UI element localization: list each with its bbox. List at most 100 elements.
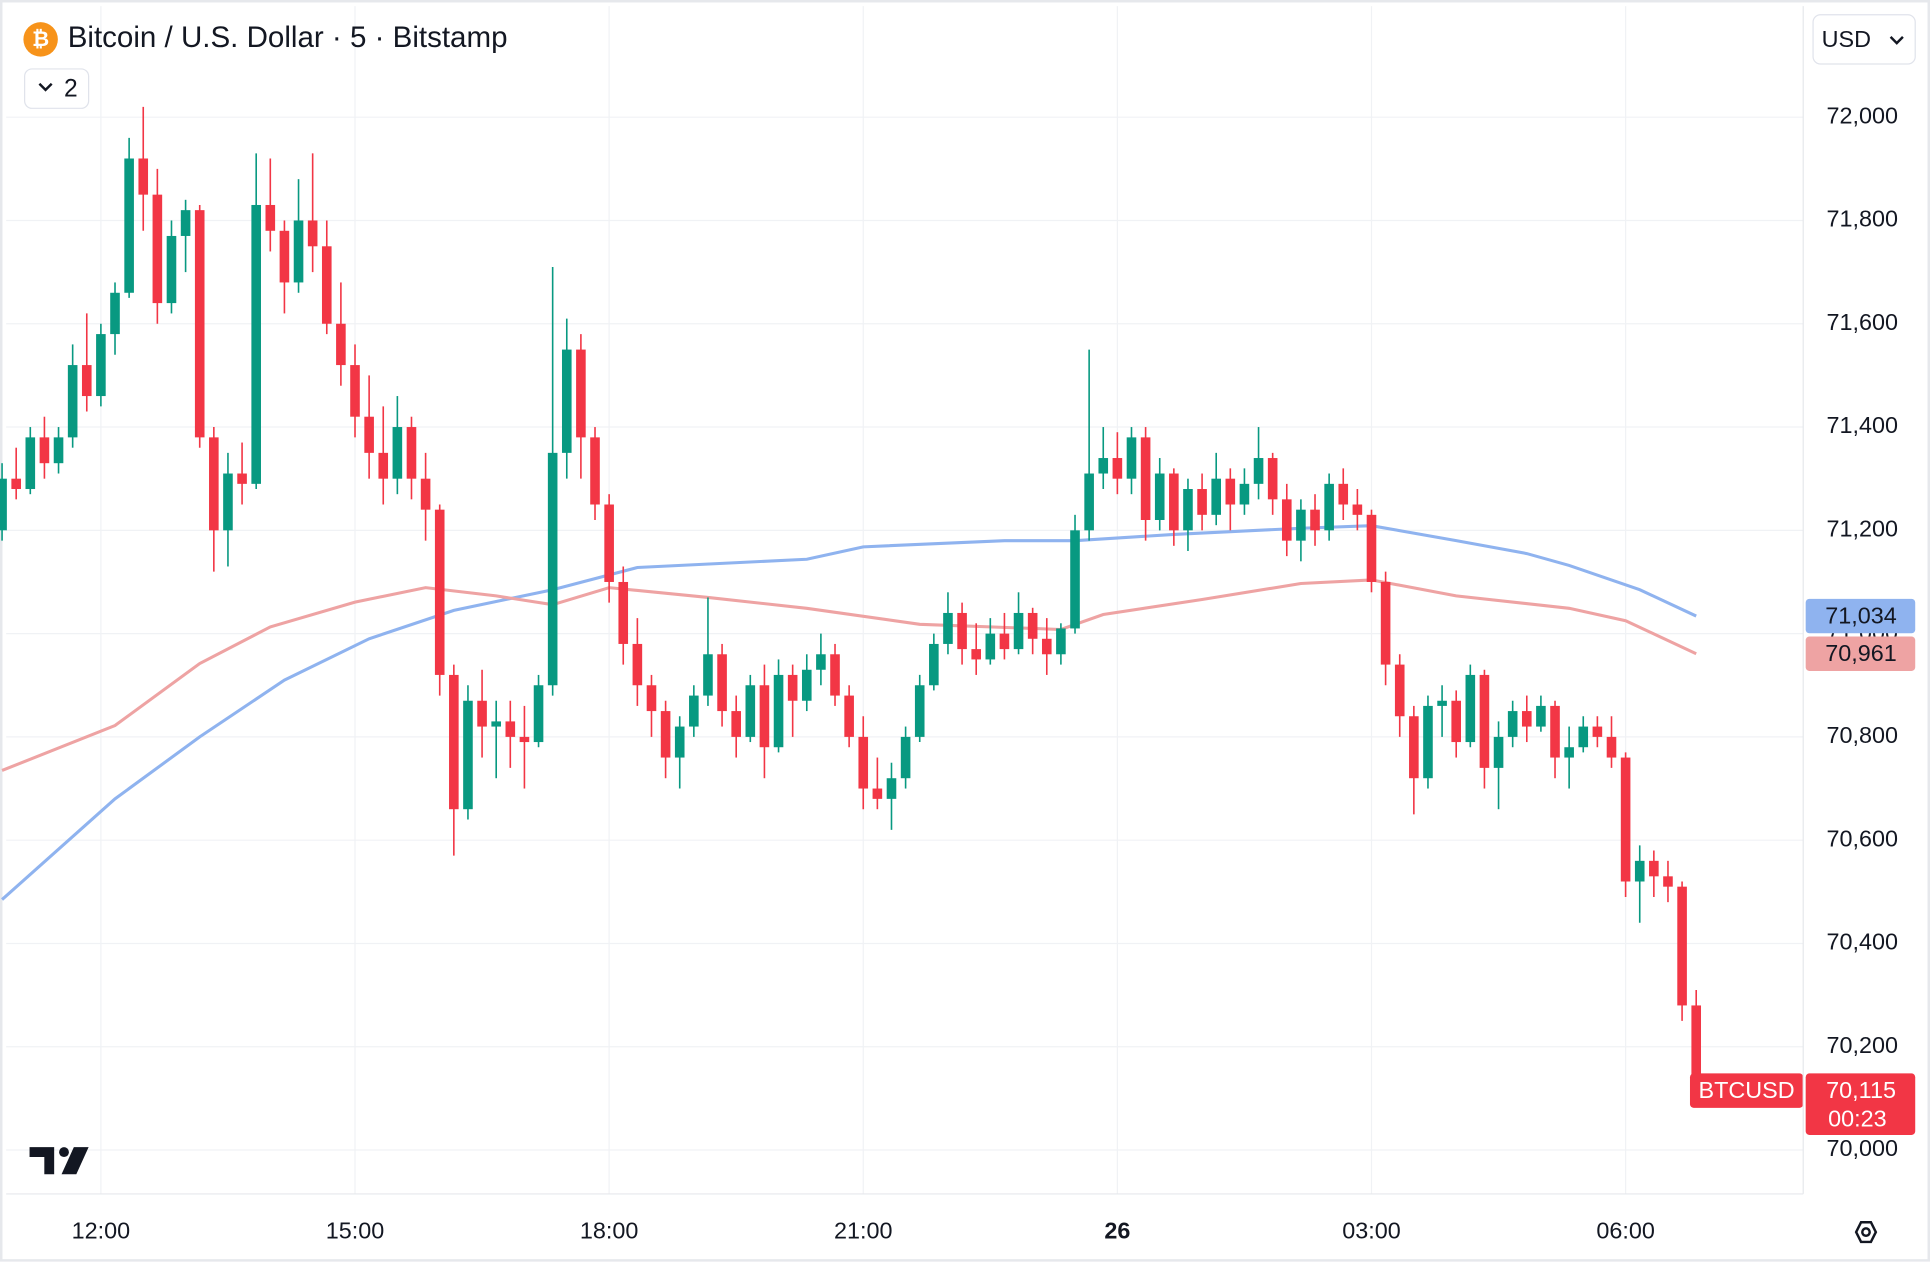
y-tick-label: 71,200	[1827, 515, 1899, 541]
candle-body	[561, 349, 572, 453]
price-label: 71,034	[1825, 602, 1897, 628]
candle-body	[717, 654, 727, 712]
candle-body	[1366, 514, 1377, 582]
x-tick-label: 06:00	[1596, 1217, 1655, 1243]
candle-body	[971, 649, 981, 660]
candle-body	[703, 654, 713, 696]
candle-body	[745, 685, 756, 737]
candle-body	[1663, 876, 1673, 887]
candle-body	[1352, 504, 1363, 515]
candle-body	[999, 633, 1010, 650]
candle-body	[547, 452, 558, 686]
candle-body	[914, 685, 925, 737]
candle-body	[237, 473, 247, 484]
candle-body	[1338, 483, 1349, 505]
candle-body	[674, 726, 685, 758]
candle-body	[209, 437, 219, 531]
y-tick-label: 70,800	[1827, 722, 1899, 748]
candle-body	[1197, 489, 1207, 515]
y-tick-label: 70,600	[1827, 825, 1899, 851]
chevron	[38, 82, 53, 92]
candle-body	[1578, 726, 1589, 748]
candle-body	[1154, 473, 1165, 520]
candle-body	[872, 788, 883, 799]
last-price-box	[1805, 1073, 1916, 1135]
candle-body	[463, 700, 473, 810]
candle-body	[957, 612, 967, 650]
y-tick-label: 70,000	[1827, 1135, 1899, 1161]
candle-body	[180, 210, 191, 236]
currency-label: USD	[1822, 26, 1871, 52]
candle-body	[618, 581, 629, 644]
candle-body	[1098, 458, 1109, 474]
candle-body	[1112, 458, 1123, 479]
candle-body	[39, 437, 50, 464]
candle-body	[96, 334, 106, 397]
candle-body	[1070, 530, 1080, 629]
candle-body	[392, 427, 403, 479]
candle-body	[519, 736, 530, 743]
candle-body	[1606, 736, 1617, 758]
candle-body	[364, 416, 374, 453]
indicators-toggle[interactable]	[24, 68, 90, 109]
candle-body	[1564, 747, 1574, 758]
candle-body	[152, 194, 163, 304]
last-price-label: 70,115	[1826, 1077, 1896, 1103]
indicator-count: 2	[64, 75, 78, 102]
candle-body	[731, 711, 741, 737]
candle-body	[689, 695, 699, 727]
candle-body	[1536, 705, 1546, 727]
candle-body	[1437, 700, 1447, 706]
candle-body	[1169, 473, 1179, 531]
candle-body	[110, 292, 120, 335]
candle-body	[378, 452, 389, 479]
price-label-box	[1805, 636, 1916, 671]
settings-button[interactable]	[1854, 1221, 1878, 1244]
candle-body	[773, 674, 784, 748]
candle-body	[1041, 638, 1052, 655]
countdown-label: 00:23	[1828, 1105, 1887, 1131]
symbol-box	[1689, 1073, 1804, 1108]
candle-body	[900, 736, 911, 779]
bitcoin-icon	[23, 22, 58, 57]
candle-body	[858, 736, 869, 789]
moving-average-line	[1, 578, 1697, 772]
candle-body	[1296, 509, 1306, 541]
plot	[0, 106, 1702, 1091]
candle-body	[632, 643, 643, 686]
candle-body	[929, 643, 939, 686]
candle-body	[166, 235, 177, 304]
candle-body	[1394, 664, 1405, 717]
candle-body	[1013, 612, 1024, 650]
candle-body	[1507, 711, 1518, 737]
candle-body	[1451, 700, 1461, 743]
candle-body	[321, 246, 332, 324]
candle-body	[985, 633, 996, 660]
x-tick-label: 15:00	[326, 1217, 385, 1243]
candle-body	[1267, 458, 1278, 500]
candle-body	[1126, 437, 1137, 479]
candle-body	[533, 685, 544, 743]
candle-body	[194, 210, 205, 438]
candle-body	[1634, 860, 1645, 882]
chevron	[1889, 36, 1904, 45]
candle-body	[477, 700, 487, 727]
candle-body	[1465, 674, 1476, 743]
candle-body	[830, 654, 840, 696]
y-tick-label: 72,000	[1827, 102, 1899, 128]
y-tick-label: 70,200	[1827, 1032, 1899, 1058]
candle-body	[1324, 483, 1334, 531]
y-tick-label: 70,400	[1827, 929, 1899, 955]
candle-body	[293, 220, 304, 283]
candle-body	[943, 612, 953, 644]
candle-body	[81, 365, 92, 397]
candle-body	[491, 721, 501, 727]
candle-body	[1281, 499, 1292, 541]
candle-body	[1493, 736, 1504, 768]
candle-body	[406, 427, 417, 479]
moving-average-line	[1, 524, 1697, 901]
candle-body	[590, 437, 600, 505]
candle-body	[576, 349, 586, 438]
currency-button[interactable]	[1812, 14, 1916, 65]
